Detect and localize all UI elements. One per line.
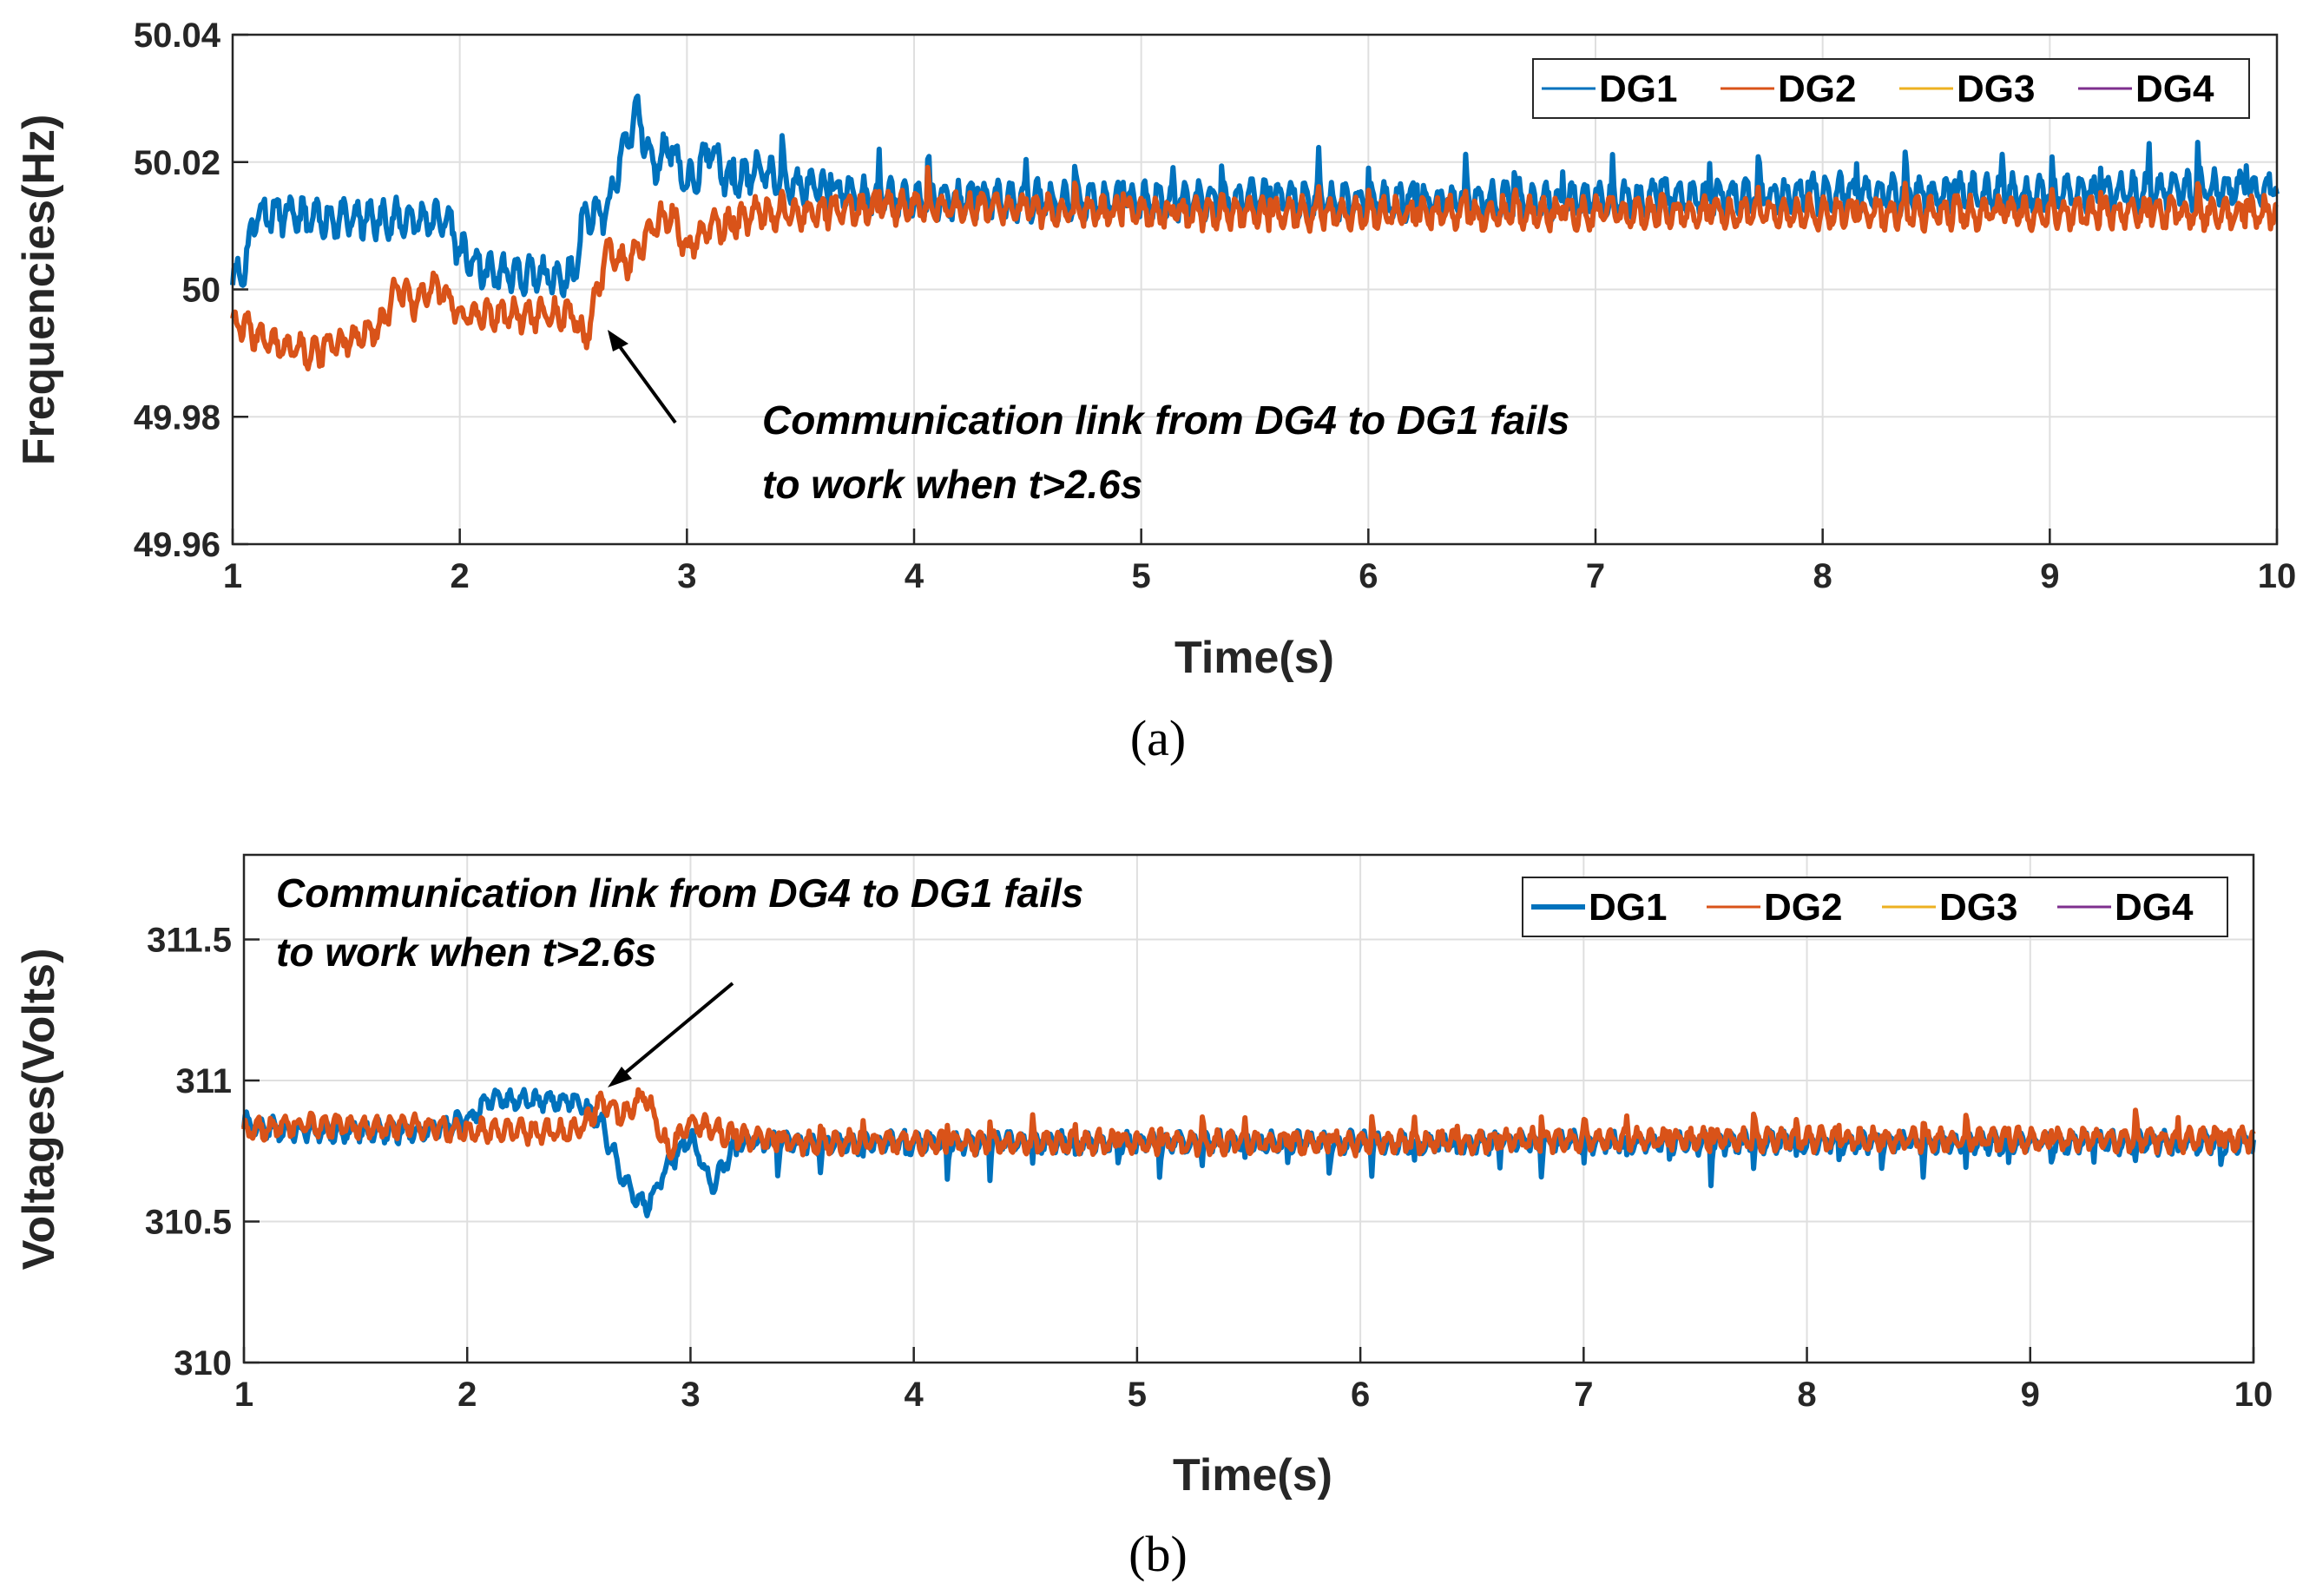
panel-a-series-dg2: [230, 164, 2279, 371]
panel-a-legend-label-dg2: DG2: [1778, 68, 1856, 110]
panel-a-x-ticks: 1 2 3 4 5 6 7 8 9 10: [223, 529, 2296, 595]
panel-b-series-dg2: [241, 1087, 2256, 1161]
panel-b-y-ticks: 310 310.5 311 311.5: [145, 922, 260, 1383]
panel-a-annotation-line-2: to work when t>2.6s: [762, 462, 1142, 507]
panel-b-legend-label-dg2: DG2: [1764, 886, 1842, 929]
panel-b-x-tick-label: 5: [1128, 1376, 1147, 1414]
panel-b-y-tick-label: 311.5: [147, 922, 232, 960]
panel-b-y-tick-label: 310: [174, 1344, 232, 1383]
panel-a-x-tick-label: 10: [2258, 557, 2297, 595]
panel-a: 1 2 3 4 5 6 7 8 9 10 49.96 49.98 50 50.02 50.04 Time(…: [14, 16, 2296, 766]
panel-a-y-tick-label: 49.98: [134, 398, 220, 437]
panel-a-annotation-arrow: [608, 330, 677, 424]
panel-a-legend-label-dg3: DG3: [1957, 68, 2035, 110]
panel-a-x-tick-label: 9: [2040, 557, 2059, 595]
panel-a-x-axis-label: Time(s): [1174, 633, 1334, 683]
panel-a-caption: (a): [1130, 710, 1186, 766]
panel-b-x-axis-label: Time(s): [1173, 1450, 1332, 1501]
panel-b-x-tick-label: 8: [1797, 1376, 1816, 1414]
panel-a-x-tick-label: 3: [677, 557, 696, 595]
panel-b-annotation-line-1: Communication link from DG4 to DG1 fails: [276, 870, 1083, 916]
panel-b: 1 2 3 4 5 6 7 8 9 10 310 310.5 311 311.5 Time(s) Vol…: [14, 853, 2273, 1582]
panel-b-caption: (b): [1128, 1526, 1188, 1582]
panel-a-legend-label-dg1: DG1: [1599, 68, 1677, 110]
panel-b-x-tick-label: 9: [2021, 1376, 2040, 1414]
panel-b-legend-label-dg4: DG4: [2115, 886, 2194, 929]
panel-a-y-tick-label: 50.04: [134, 16, 221, 55]
panel-a-legend-label-dg4: DG4: [2135, 68, 2214, 110]
panel-a-y-ticks: 49.96 49.98 50 50.02 50.04: [134, 16, 248, 564]
panel-b-y-tick-label: 311: [175, 1062, 232, 1100]
panel-a-x-tick-label: 7: [1586, 557, 1605, 595]
panel-a-series-dg1: [230, 93, 2280, 299]
panel-a-x-tick-label: 5: [1132, 557, 1151, 595]
panel-a-y-tick-label: 50.02: [134, 144, 220, 182]
panel-b-x-ticks: 1 2 3 4 5 6 7 8 9 10: [234, 1347, 2273, 1414]
panel-b-x-tick-label: 4: [905, 1376, 924, 1414]
panel-b-x-tick-label: 6: [1351, 1376, 1370, 1414]
panel-b-x-tick-label: 1: [234, 1376, 253, 1414]
panel-b-series: [241, 1087, 2256, 1218]
panel-b-axes-frame: [242, 853, 2255, 1364]
panel-a-y-axis-label: Frequencies(Hz): [14, 115, 64, 466]
panel-b-legend: DG1 DG2 DG3 DG4: [1522, 877, 2228, 937]
panel-a-x-tick-label: 4: [905, 557, 924, 595]
panel-a-x-tick-label: 6: [1359, 557, 1378, 595]
panel-a-annotation-line-1: Communication link from DG4 to DG1 fails: [762, 397, 1569, 443]
panel-b-x-tick-label: 2: [457, 1376, 477, 1414]
panel-b-y-tick-label: 310.5: [145, 1204, 232, 1242]
panel-b-x-tick-label: 10: [2234, 1376, 2273, 1414]
panel-b-x-tick-label: 3: [681, 1376, 700, 1414]
panel-a-y-tick-label: 49.96: [134, 526, 220, 564]
panel-b-legend-label-dg1: DG1: [1589, 886, 1667, 929]
panel-a-series: [230, 93, 2280, 371]
panel-b-annotation-arrow: [608, 982, 734, 1087]
panel-a-y-tick-label: 50: [182, 272, 221, 310]
panel-b-y-axis-label: Voltages(Volts): [14, 949, 64, 1271]
panel-a-x-tick-label: 8: [1813, 557, 1832, 595]
panel-b-legend-label-dg3: DG3: [1939, 886, 2017, 929]
panel-a-x-tick-label: 2: [451, 557, 470, 595]
panel-a-legend: DG1 DG2 DG3 DG4: [1532, 58, 2250, 119]
panel-b-annotation-line-2: to work when t>2.6s: [276, 929, 656, 975]
panel-b-x-tick-label: 7: [1574, 1376, 1593, 1414]
panel-a-x-tick-label: 1: [223, 557, 242, 595]
